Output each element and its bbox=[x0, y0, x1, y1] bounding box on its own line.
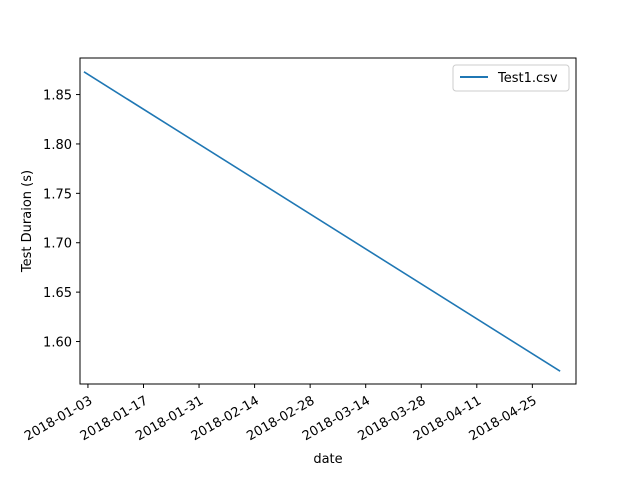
y-tick-label: 1.60 bbox=[43, 336, 72, 351]
series-layer bbox=[83, 71, 561, 372]
y-tick-label: 1.70 bbox=[43, 237, 72, 252]
x-axis-label: date bbox=[313, 452, 342, 467]
y-tick-label: 1.65 bbox=[43, 286, 72, 301]
x-axis-ticks: 2018-01-032018-01-172018-01-312018-02-14… bbox=[22, 384, 540, 444]
y-tick-label: 1.80 bbox=[43, 138, 72, 153]
y-axis-ticks: 1.60 1.65 1.70 1.75 1.80 1.85 bbox=[43, 89, 80, 351]
legend-box bbox=[452, 64, 570, 92]
legend-label: Test1.csv bbox=[497, 71, 558, 86]
y-tick-label: 1.85 bbox=[43, 89, 72, 104]
y-axis-label: Test Duraion (s) bbox=[20, 170, 35, 273]
y-tick-label: 1.75 bbox=[43, 187, 72, 202]
series-line-0 bbox=[83, 71, 561, 372]
legend: Test1.csv bbox=[452, 64, 570, 92]
plot-frame bbox=[79, 57, 577, 385]
